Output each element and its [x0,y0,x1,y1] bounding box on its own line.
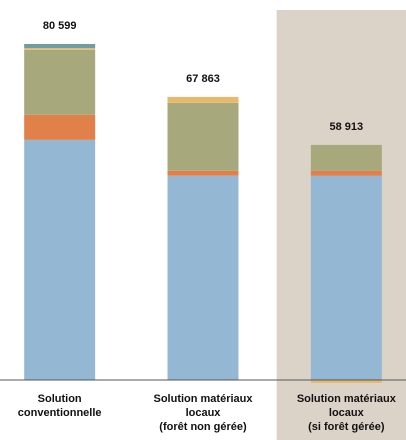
x-tick-label: Solution matériaux [297,393,397,405]
x-tick-label: conventionnelle [18,407,102,419]
x-tick-label: (forêt non gérée) [159,421,247,433]
bar-segment [167,170,239,176]
bar-segment [167,96,239,103]
bar-segment [24,43,96,49]
bar-segment [24,139,96,380]
bar-segment [310,170,382,176]
x-tick-label: locaux [186,407,222,419]
x-tick-label: Solution [38,393,82,405]
x-tick-label: Solution matériaux [153,393,253,405]
total-label: 67 863 [186,73,220,85]
bar-segment [310,175,382,380]
bar-segment [24,48,96,50]
x-tick-label: (si forêt gérée) [308,421,385,433]
total-label: 58 913 [330,121,364,133]
bar-segment [24,114,96,140]
bar-segment [167,102,239,171]
bar-segment [167,175,239,380]
bar-segment [24,49,96,115]
bar-segment [310,380,382,383]
bar-segment [310,144,382,171]
x-tick-label: locaux [329,407,365,419]
total-label: 80 599 [43,20,77,32]
